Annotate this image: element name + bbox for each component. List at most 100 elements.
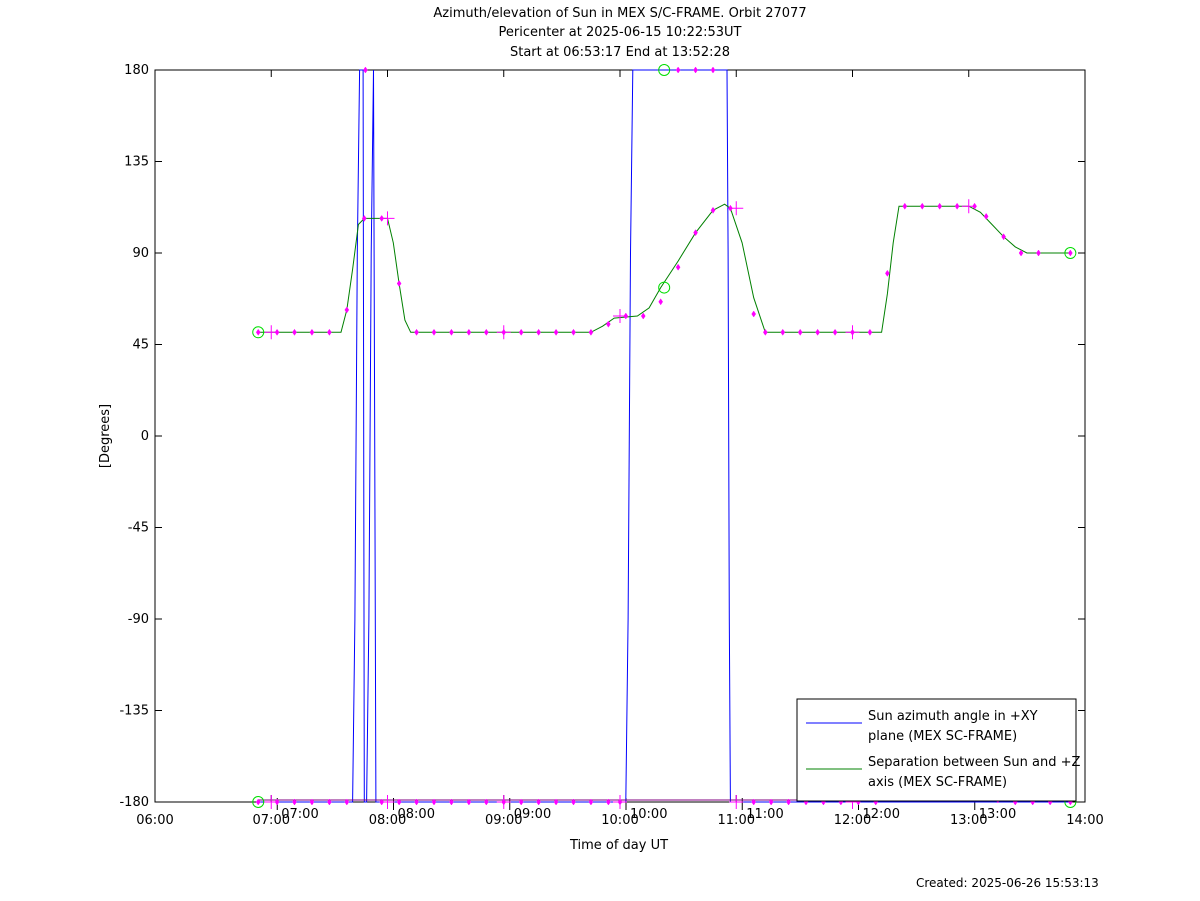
y-tick-label: -45 bbox=[128, 521, 149, 536]
x-tick-label: 08:00 bbox=[369, 813, 406, 828]
marker-diamond bbox=[710, 206, 716, 214]
marker-cross bbox=[380, 211, 395, 226]
marker-diamond bbox=[675, 263, 681, 271]
marker-diamond-bottom bbox=[571, 798, 576, 806]
legend-label-1-cont: plane (MEX SC-FRAME) bbox=[868, 729, 1017, 744]
marker-cross bbox=[613, 309, 627, 324]
marker-diamond bbox=[518, 328, 524, 336]
y-tick-label: -180 bbox=[119, 795, 149, 810]
marker-diamond bbox=[327, 328, 332, 336]
marker-diamond bbox=[693, 229, 698, 237]
x-tick-label: 10:00 bbox=[601, 813, 638, 828]
series-line-1 bbox=[258, 69, 1071, 803]
marker-circle bbox=[658, 64, 671, 76]
marker-diamond bbox=[255, 328, 261, 336]
marker-diamond-bottom bbox=[553, 798, 559, 806]
marker-diamond bbox=[449, 328, 454, 336]
hour-mark-label: 07:00 bbox=[281, 807, 318, 822]
hour-mark-label: 09:00 bbox=[514, 807, 551, 822]
marker-diamond bbox=[1018, 249, 1024, 257]
marker-diamond bbox=[1036, 249, 1041, 257]
marker-diamond bbox=[553, 328, 559, 336]
marker-cross bbox=[264, 795, 279, 809]
y-tick-label: -135 bbox=[119, 704, 149, 719]
y-tick-label: 90 bbox=[132, 246, 149, 261]
marker-diamond bbox=[344, 306, 350, 314]
marker-cross bbox=[380, 795, 395, 809]
created-timestamp: Created: 2025-06-26 15:53:13 bbox=[916, 876, 1099, 890]
legend-box bbox=[796, 698, 1077, 802]
y-tick-label: 45 bbox=[132, 338, 149, 353]
hour-mark-label: 11:00 bbox=[746, 807, 783, 822]
marker-cross bbox=[729, 201, 744, 216]
marker-diamond-bottom bbox=[396, 798, 402, 806]
title-line-3: Start at 06:53:17 End at 13:52:28 bbox=[510, 45, 730, 60]
title-line-1: Azimuth/elevation of Sun in MEX S/C-FRAM… bbox=[433, 6, 806, 21]
marker-diamond-bottom bbox=[606, 798, 611, 806]
marker-diamond-bottom bbox=[518, 798, 524, 806]
marker-cross bbox=[496, 325, 511, 340]
title-line-2: Pericenter at 2025-06-15 10:22:53UT bbox=[498, 25, 741, 40]
x-tick-label: 06:00 bbox=[136, 813, 173, 828]
x-tick-label: 09:00 bbox=[485, 813, 522, 828]
marker-diamond-bottom bbox=[327, 798, 332, 806]
marker-circle bbox=[658, 281, 671, 294]
marker-diamond-bottom bbox=[466, 798, 472, 806]
marker-diamond-bottom bbox=[786, 798, 791, 806]
marker-diamond-top bbox=[710, 66, 716, 74]
marker-diamond-bottom bbox=[292, 798, 297, 806]
marker-diamond bbox=[885, 269, 890, 277]
marker-diamond bbox=[919, 202, 925, 210]
hour-mark-label: 13:00 bbox=[979, 807, 1016, 822]
marker-diamond bbox=[536, 328, 541, 336]
marker-diamond bbox=[780, 328, 786, 336]
marker-diamond bbox=[466, 328, 472, 336]
marker-diamond bbox=[763, 328, 768, 336]
x-tick-label: 07:00 bbox=[253, 813, 290, 828]
marker-circle bbox=[252, 326, 265, 339]
marker-diamond bbox=[361, 214, 367, 222]
x-axis-label: Time of day UT bbox=[569, 838, 668, 853]
marker-diamond bbox=[292, 328, 297, 336]
marker-diamond-top bbox=[693, 66, 698, 74]
marker-diamond bbox=[937, 202, 942, 210]
series-line-2 bbox=[258, 203, 1071, 333]
marker-diamond-bottom bbox=[431, 798, 437, 806]
marker-cross bbox=[496, 795, 511, 809]
marker-diamond bbox=[484, 328, 489, 336]
marker-cross bbox=[613, 795, 627, 809]
legend: Sun azimuth angle in +XY plane (MEX SC-FR… bbox=[796, 698, 1081, 802]
marker-diamond bbox=[431, 328, 437, 336]
marker-diamond-bottom bbox=[255, 798, 261, 806]
hour-mark-label: 10:00 bbox=[630, 807, 667, 822]
marker-diamond-bottom bbox=[414, 798, 419, 806]
marker-diamond bbox=[902, 202, 908, 210]
marker-cross bbox=[845, 325, 860, 340]
y-tick-label: 180 bbox=[124, 63, 149, 78]
marker-diamond-bottom bbox=[768, 798, 774, 806]
x-tick-label: 13:00 bbox=[950, 813, 987, 828]
hour-mark-label: 12:00 bbox=[863, 807, 900, 822]
y-tick-label: 0 bbox=[141, 429, 149, 444]
marker-diamond-bottom bbox=[588, 798, 594, 806]
legend-label-2: Separation between Sun and +Z bbox=[868, 755, 1081, 770]
marker-diamond bbox=[797, 328, 803, 336]
marker-diamond-top bbox=[363, 66, 368, 74]
marker-diamond bbox=[414, 328, 419, 336]
marker-diamond bbox=[606, 320, 611, 328]
marker-diamond bbox=[954, 202, 960, 210]
legend-label-2-cont: axis (MEX SC-FRAME) bbox=[868, 775, 1007, 790]
marker-diamond bbox=[1068, 249, 1073, 257]
marker-diamond bbox=[658, 298, 663, 306]
marker-diamond-top bbox=[675, 66, 681, 74]
plot-area: 180 135 90 45 0 -45 -90 -135 -180 06:00 07:00 08:00… bbox=[119, 63, 1103, 828]
marker-diamond-bottom bbox=[484, 798, 489, 806]
y-tick-label: -90 bbox=[128, 612, 149, 627]
marker-cross bbox=[961, 199, 976, 214]
marker-diamond bbox=[832, 328, 838, 336]
plot-frame bbox=[154, 69, 1086, 803]
marker-diamond bbox=[396, 280, 402, 287]
marker-diamond-bottom bbox=[309, 798, 315, 806]
marker-cross bbox=[729, 795, 744, 809]
